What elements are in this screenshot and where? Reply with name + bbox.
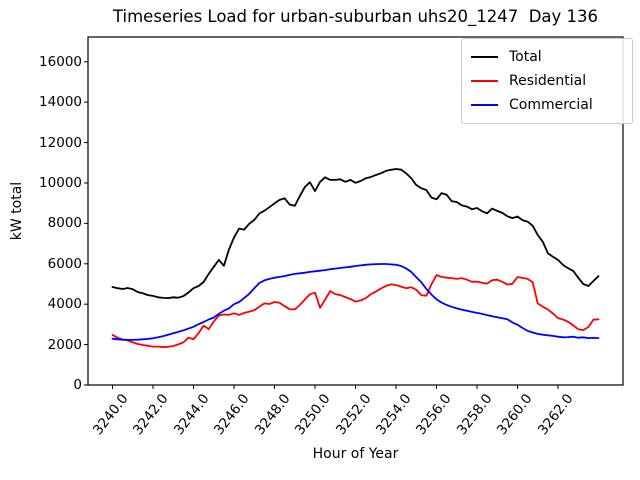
axes-frame bbox=[87, 36, 624, 386]
x-axis-label: Hour of Year bbox=[312, 446, 399, 462]
y-tick-label: 6000 bbox=[47, 255, 82, 272]
y-tick-label: 12000 bbox=[39, 134, 82, 151]
chart-title: Timeseries Load for urban-suburban uhs20… bbox=[112, 7, 599, 26]
legend-item-residential: Residential bbox=[471, 69, 626, 93]
residential-line-swatch-icon bbox=[471, 80, 498, 82]
legend-label-residential: Residential bbox=[509, 73, 587, 89]
y-tick-label: 10000 bbox=[39, 174, 82, 191]
legend: Total Residential Commercial bbox=[461, 38, 633, 124]
series-line-commercial bbox=[111, 263, 600, 341]
y-tick-label: 0 bbox=[73, 377, 82, 393]
y-tick-label: 16000 bbox=[39, 53, 82, 70]
legend-item-commercial: Commercial bbox=[471, 93, 626, 117]
y-tick-label: 14000 bbox=[39, 94, 82, 111]
legend-label-commercial: Commercial bbox=[509, 97, 593, 113]
series-line-total bbox=[111, 168, 600, 300]
y-tick-label: 2000 bbox=[47, 336, 82, 353]
y-tick-label: 4000 bbox=[47, 296, 82, 313]
y-tick-label: 8000 bbox=[47, 215, 82, 232]
commercial-line-swatch-icon bbox=[471, 104, 498, 106]
total-line-swatch-icon bbox=[471, 56, 498, 58]
legend-label-total: Total bbox=[509, 49, 542, 65]
legend-item-total: Total bbox=[471, 45, 626, 69]
series-line-residential bbox=[111, 274, 600, 349]
